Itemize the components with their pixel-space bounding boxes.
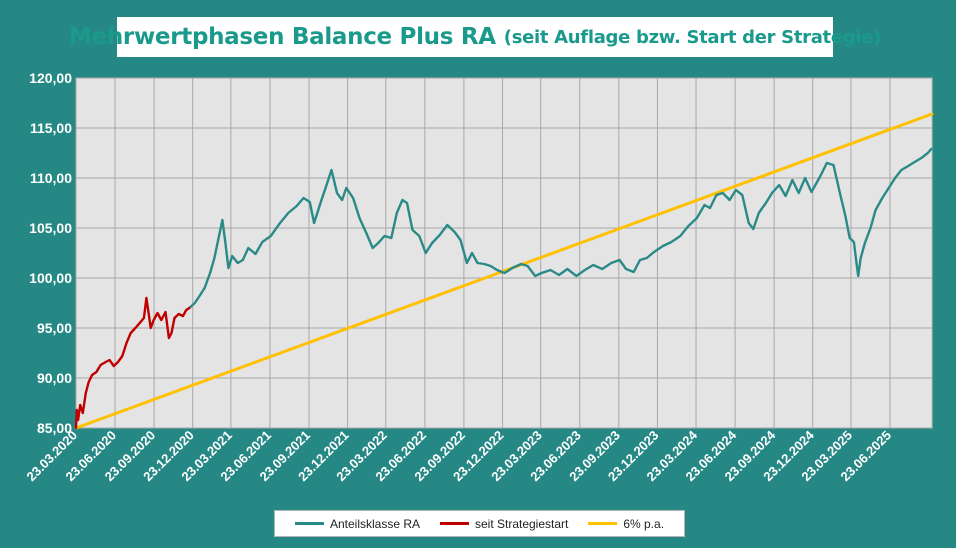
legend-label-6pct: 6% p.a. [623, 516, 665, 531]
series-anteilsklasse-layer [188, 147, 933, 310]
legend: Anteilsklasse RA seit Strategiestart 6% … [274, 510, 685, 537]
y-axis-ticks: 85,00 90,00 95,00 100,00 105,00 110,00 115,00 1… [29, 70, 72, 436]
y-tick-label: 85,00 [37, 420, 72, 436]
series-line-6pct [74, 112, 934, 430]
legend-item-anteilsklasse: Anteilsklasse RA [294, 516, 421, 531]
chart-title: Mehrwertphasen Balance Plus RA [68, 24, 496, 50]
chart-subtitle: (seit Auflage bzw. Start der Strategie) [503, 26, 882, 48]
chart-title-box: Mehrwertphasen Balance Plus RA (seit Auf… [69, 17, 881, 57]
y-tick-label: 100,00 [29, 270, 72, 286]
y-tick-label: 95,00 [37, 320, 72, 336]
legend-swatch-6pct [588, 522, 618, 525]
series-line-anteilsklasse [188, 147, 933, 310]
legend-swatch-strategiestart [439, 522, 469, 525]
plot-area [75, 77, 933, 429]
series-6pct-layer [74, 112, 934, 430]
y-tick-label: 120,00 [29, 70, 72, 86]
y-tick-label: 115,00 [30, 120, 72, 136]
y-tick-label: 110,00 [30, 170, 72, 186]
series-line-strategiestart [74, 296, 191, 430]
series-strategiestart-layer [74, 296, 191, 430]
legend-item-6pct: 6% p.a. [588, 517, 664, 531]
y-tick-label: 105,00 [29, 220, 72, 236]
legend-label-anteilsklasse: Anteilsklasse RA [329, 516, 421, 531]
y-tick-label: 90,00 [37, 370, 72, 386]
legend-label-strategiestart: seit Strategiestart [474, 516, 569, 531]
legend-item-strategiestart: seit Strategiestart [439, 516, 569, 531]
legend-swatch-anteilsklasse [294, 522, 324, 525]
x-axis-ticks: 23.03.202023.06.202023.09.202023.12.2020… [23, 427, 894, 484]
